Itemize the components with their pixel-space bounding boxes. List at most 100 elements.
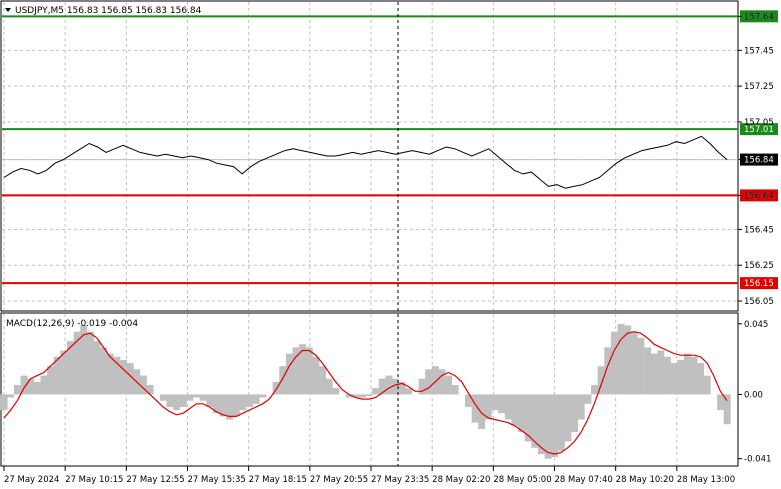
macd-bar (358, 394, 366, 398)
level-price-label: 157.64 (744, 12, 774, 22)
macd-bar (690, 356, 698, 395)
macd-bar (464, 394, 472, 407)
macd-bar (491, 394, 499, 411)
macd-bar (40, 375, 48, 395)
macd-bar (703, 375, 711, 395)
macd-bar (219, 394, 227, 417)
macd-bar (697, 363, 705, 395)
macd-bar (663, 356, 671, 395)
macd-bar (212, 394, 220, 414)
macd-bar (27, 378, 35, 395)
macd-bar (272, 381, 280, 395)
macd-bar (100, 347, 108, 395)
macd-bar (86, 331, 94, 395)
macd-y-tick-label: -0.041 (744, 455, 771, 465)
macd-bar (319, 366, 327, 395)
macd-bar (352, 394, 360, 398)
macd-y-tick-label: 0.045 (744, 320, 768, 330)
y-tick-label: 157.25 (744, 82, 774, 92)
price-axis: 157.64 157.45 157.25 157.05 156.84 156.64 156.… (738, 12, 778, 307)
macd-bar (431, 366, 439, 395)
macd-bar (193, 394, 200, 398)
macd-bar (139, 375, 147, 395)
macd-bar (557, 394, 565, 451)
macd-bar (159, 394, 167, 401)
macd-bar (657, 350, 665, 395)
current-price-tag (740, 153, 778, 166)
macd-bar (345, 394, 353, 398)
macd-bar (252, 394, 260, 404)
macd-bar (365, 394, 373, 396)
macd-bar (299, 344, 307, 395)
macd-bar (445, 375, 453, 395)
macd-bar (199, 394, 207, 401)
macd-bar (93, 341, 101, 395)
x-tick-label: 28 May 13:00 (677, 475, 735, 485)
macd-bar (113, 356, 121, 395)
macd-bar (677, 359, 685, 395)
macd-signal-line (3, 331, 728, 455)
x-tick-label: 28 May 02:20 (432, 475, 490, 485)
macd-bar (471, 394, 479, 423)
macd-bar (531, 394, 539, 448)
level-price-tag (740, 277, 778, 290)
level-price-label: 157.01 (744, 125, 774, 135)
x-tick-label: 27 May 23:35 (371, 475, 429, 485)
macd-bar (186, 394, 194, 401)
macd-bar (0, 394, 8, 411)
macd-bar (239, 394, 247, 411)
level-price-tag (740, 123, 778, 136)
x-tick-label: 27 May 20:55 (310, 475, 368, 485)
macd-bar (7, 394, 15, 398)
macd-bar (292, 347, 300, 395)
macd-bar (53, 356, 61, 395)
macd-bar (518, 394, 525, 433)
macd-bar (418, 378, 426, 395)
macd-bar (325, 378, 333, 395)
macd-bar (33, 381, 41, 395)
macd-bar (106, 353, 114, 395)
macd-bar (378, 378, 386, 395)
x-tick-label: 27 May 12:55 (126, 475, 184, 485)
time-axis: 27 May 2024 27 May 10:15 27 May 12:55 27 Ma… (3, 466, 735, 485)
y-tick-label: 156.05 (744, 297, 774, 307)
macd-bar (405, 388, 413, 395)
macd-bar (604, 347, 612, 395)
x-tick-label: 28 May 05:00 (493, 475, 551, 485)
macd-bar (524, 394, 532, 442)
panel-frames (0, 0, 739, 467)
macd-bar (498, 394, 506, 414)
level-price-tag (740, 10, 778, 23)
level-price-label: 156.15 (744, 279, 774, 289)
macd-bar (166, 394, 174, 407)
y-tick-label: 157.64 (744, 12, 774, 22)
macd-axis: 0.045 0.00 -0.041 (738, 320, 771, 465)
macd-bar (173, 394, 181, 411)
macd-bar (305, 347, 313, 395)
macd-bar (392, 378, 399, 395)
macd-bar (246, 394, 254, 407)
macd-bar (226, 394, 234, 420)
macd-bar (551, 394, 559, 458)
macd-bar (683, 353, 691, 395)
macd-bar (544, 394, 552, 459)
symbol-header: USDJPY,M5 156.83 156.85 156.83 156.84 (15, 6, 202, 16)
y-tick-label: 157.05 (744, 118, 774, 128)
macd-label: MACD(12,26,9) -0.019 -0.004 (6, 319, 138, 329)
y-tick-label: 157.45 (744, 46, 774, 56)
macd-bar (372, 388, 380, 395)
x-tick-label: 27 May 15:35 (188, 475, 246, 485)
level-price-tag (740, 189, 778, 202)
macd-panel-frame (0, 312, 739, 467)
macd-bar (484, 394, 492, 420)
macd-bar (591, 385, 598, 395)
symbol-dropdown-icon[interactable] (5, 8, 11, 12)
macd-bar (577, 394, 585, 420)
x-tick-label: 27 May 10:15 (65, 475, 123, 485)
macd-bar (279, 366, 287, 395)
macd-bar (398, 381, 406, 395)
macd-bar (511, 394, 519, 426)
x-tick-label: 27 May 18:15 (249, 475, 307, 485)
macd-bar (504, 394, 512, 420)
